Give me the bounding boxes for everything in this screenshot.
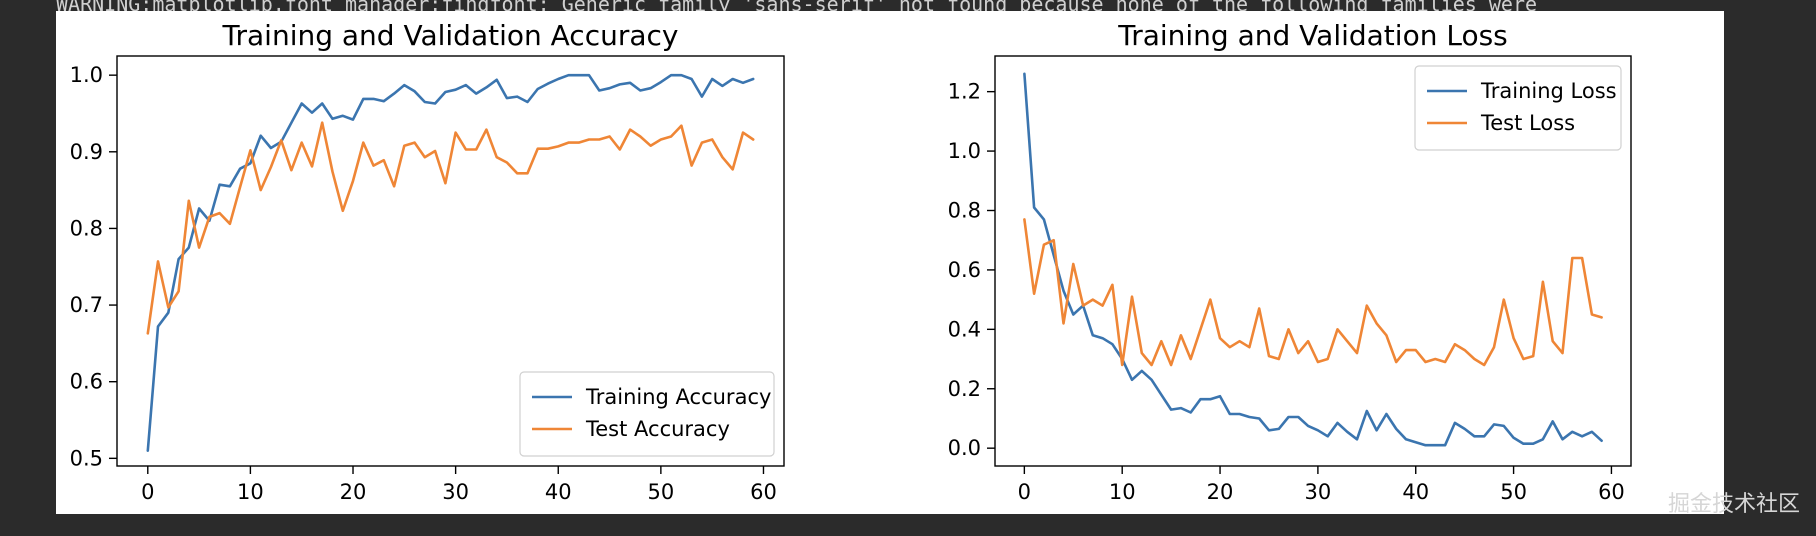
x-tick-label: 10 <box>237 480 264 504</box>
x-tick-label: 20 <box>1207 480 1234 504</box>
y-tick-label: 0.6 <box>70 370 103 394</box>
loss-chart: Training and Validation Loss 0 10 20 30 40 50 6… <box>948 19 1632 504</box>
y-tick-label: 0.7 <box>70 293 103 317</box>
axes-frame <box>116 55 785 467</box>
x-tick-label: 60 <box>750 480 777 504</box>
watermark-text: 掘金技术社区 <box>1667 492 1800 517</box>
chart-title: Training and Validation Accuracy <box>222 19 679 52</box>
legend: Training Accuracy Test Accuracy <box>519 371 775 457</box>
x-tick-label: 60 <box>1598 480 1625 504</box>
y-tick-label: 0.5 <box>70 446 103 470</box>
x-tick-label: 40 <box>545 480 572 504</box>
y-tick-label: 0.8 <box>948 198 981 222</box>
x-tick-label: 30 <box>1305 480 1332 504</box>
x-tick-label: 10 <box>1109 480 1136 504</box>
legend-label: Test Accuracy <box>585 417 730 441</box>
x-tick-label: 50 <box>647 480 674 504</box>
y-tick-label: 0.9 <box>70 140 103 164</box>
y-tick-label: 0.0 <box>948 436 981 460</box>
y-tick-label: 1.2 <box>948 80 981 104</box>
y-tick-label: 0.4 <box>948 317 981 341</box>
axes-frame <box>994 55 1632 467</box>
x-tick-label: 20 <box>340 480 367 504</box>
legend: Training Loss Test Loss <box>1414 65 1622 151</box>
legend-label: Training Loss <box>1480 79 1617 103</box>
legend-box <box>519 371 775 457</box>
legend-label: Training Accuracy <box>585 385 771 409</box>
test-accuracy-line <box>146 121 755 335</box>
y-tick-label: 1.0 <box>948 139 981 163</box>
x-tick-label: 40 <box>1402 480 1429 504</box>
training-accuracy-line <box>146 73 755 453</box>
x-tick-label: 0 <box>1018 480 1031 504</box>
chart-title: Training and Validation Loss <box>1117 19 1508 52</box>
y-tick-label: 0.6 <box>948 258 981 282</box>
test-loss-line <box>1023 218 1603 367</box>
x-tick-label: 30 <box>442 480 469 504</box>
legend-box <box>1414 65 1622 151</box>
y-tick-label: 1.0 <box>70 63 103 87</box>
y-tick-label: 0.2 <box>948 377 981 401</box>
y-tick-label: 0.8 <box>70 216 103 240</box>
legend-label: Test Loss <box>1480 111 1575 135</box>
x-tick-label: 50 <box>1500 480 1527 504</box>
accuracy-chart: Training and Validation Accuracy 0 10 20 30 4… <box>70 19 785 504</box>
x-tick-label: 0 <box>141 480 154 504</box>
figure-canvas: Training and Validation Accuracy 0 10 20 30 4… <box>56 11 1724 514</box>
